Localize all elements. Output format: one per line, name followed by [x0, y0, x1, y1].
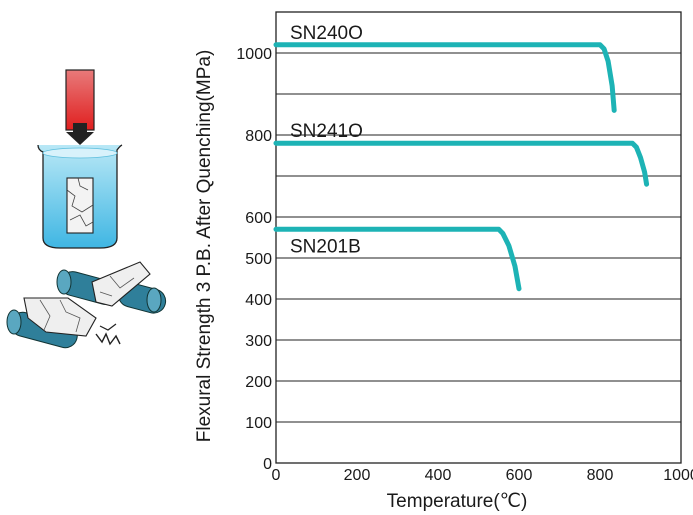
- y-tick-label: 800: [245, 128, 272, 145]
- y-tick-label: 600: [245, 210, 272, 227]
- y-tick-label: 0: [263, 456, 272, 473]
- x-tick-label: 0: [272, 467, 281, 484]
- heated-sample-icon: [65, 69, 95, 131]
- x-tick-label: 200: [344, 467, 371, 484]
- y-axis-title: Flexural Strength 3 P.B. After Quenching…: [194, 50, 215, 443]
- broken-piece-icon: [91, 261, 151, 307]
- cracked-sample-icon: [66, 177, 94, 234]
- series-label: SN241O: [290, 121, 363, 142]
- x-tick-labels: 0 200 400 600 800 1000: [272, 467, 693, 484]
- series-labels: SN240O SN241O SN201B: [290, 23, 363, 257]
- quench-illustration: [6, 69, 167, 349]
- series-line: [273, 42, 617, 113]
- series-label: SN240O: [290, 23, 363, 44]
- series-line: [273, 226, 522, 292]
- x-tick-label: 1000: [663, 467, 693, 484]
- x-tick-label: 600: [506, 467, 533, 484]
- y-tick-label: 200: [245, 374, 272, 391]
- y-tick-label: 300: [245, 333, 272, 350]
- y-tick-label: 1000: [236, 46, 272, 63]
- y-tick-labels: 0 100 200 300 400 500 600 800 1000: [236, 46, 272, 473]
- x-tick-label: 800: [587, 467, 614, 484]
- grid-lines: [276, 52, 681, 423]
- x-axis-title: Temperature(℃): [387, 491, 528, 512]
- roller-fracture-icon: [6, 261, 167, 349]
- y-tick-label: 100: [245, 415, 272, 432]
- series-label: SN201B: [290, 236, 361, 257]
- series-line: [273, 140, 650, 187]
- series-layer: [273, 42, 650, 292]
- arrow-down-icon: [66, 123, 94, 145]
- water-beaker-icon: [37, 144, 123, 249]
- broken-piece-icon: [23, 297, 97, 337]
- x-tick-label: 400: [425, 467, 452, 484]
- fracture-spark-icon: [95, 323, 121, 346]
- y-tick-label: 500: [245, 251, 272, 268]
- chart: 0 100 200 300 400 500 600 800 1000 0 200 400 600 800…: [194, 11, 693, 512]
- plot-area: [275, 11, 682, 464]
- y-tick-label: 400: [245, 292, 272, 309]
